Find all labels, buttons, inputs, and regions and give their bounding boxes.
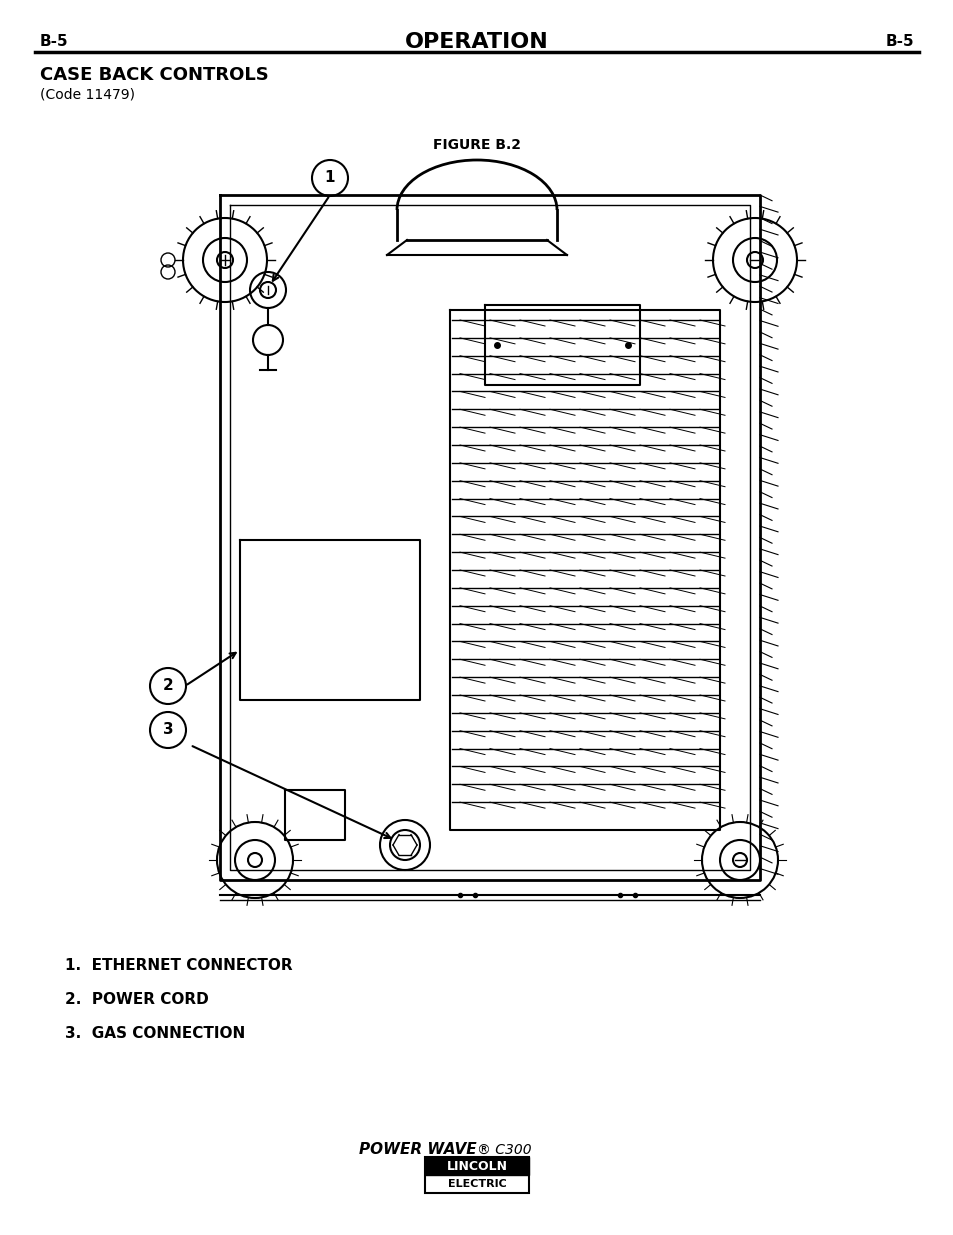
Circle shape [312, 161, 348, 196]
Text: ® C300: ® C300 [476, 1144, 531, 1157]
Text: OPERATION: OPERATION [405, 32, 548, 52]
Bar [424, 1157, 529, 1174]
Text: B-5: B-5 [884, 35, 913, 49]
Text: 3.  GAS CONNECTION: 3. GAS CONNECTION [65, 1026, 245, 1041]
Text: B-5: B-5 [40, 35, 69, 49]
Text: 3: 3 [163, 722, 173, 737]
Text: CASE BACK CONTROLS: CASE BACK CONTROLS [40, 65, 269, 84]
Text: 2: 2 [162, 678, 173, 694]
Text: 1.  ETHERNET CONNECTOR: 1. ETHERNET CONNECTOR [65, 958, 293, 973]
Text: 1: 1 [324, 170, 335, 185]
Circle shape [150, 668, 186, 704]
Text: LINCOLN: LINCOLN [446, 1160, 507, 1172]
Text: (Code 11479): (Code 11479) [40, 88, 135, 103]
Circle shape [150, 713, 186, 748]
FancyBboxPatch shape [424, 1157, 529, 1193]
Text: ELECTRIC: ELECTRIC [447, 1179, 506, 1189]
Text: 2.  POWER CORD: 2. POWER CORD [65, 993, 209, 1008]
Text: FIGURE B.2: FIGURE B.2 [433, 138, 520, 152]
Text: POWER WAVE: POWER WAVE [359, 1142, 476, 1157]
